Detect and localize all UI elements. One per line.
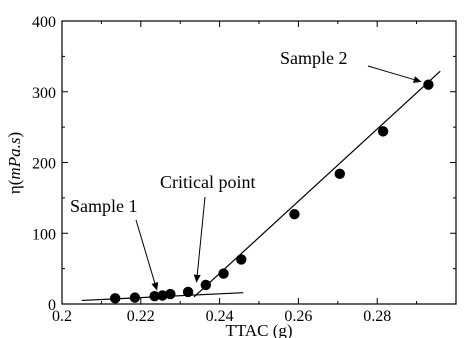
data-points: [109, 79, 434, 304]
data-point: [377, 126, 389, 137]
fit-line-2: [193, 70, 441, 298]
plot-frame: [61, 20, 457, 305]
annotation-sample-2-arrow: [367, 65, 415, 81]
annotation-sample-1-arrowhead: [151, 282, 159, 291]
x-tick-label: 0.24: [206, 308, 234, 325]
data-point: [236, 254, 247, 265]
axis-ticks: [61, 20, 456, 305]
fit-lines: [81, 70, 441, 302]
data-point: [149, 291, 160, 302]
data-point: [334, 168, 345, 180]
y-axis-label: η(mPa.s): [5, 132, 24, 194]
data-point: [165, 288, 176, 300]
y-axis-label-prefix: η(: [5, 179, 24, 194]
annotation-critical-point-arrowhead: [193, 274, 201, 283]
annotations: Sample 1 Critical point Sample 2: [70, 48, 422, 291]
data-point: [109, 293, 121, 304]
data-point: [200, 279, 212, 291]
annotation-sample-1-arrow: [135, 219, 156, 284]
annotation-critical-point: Critical point: [160, 172, 255, 192]
annotation-sample-2-arrowhead: [412, 76, 422, 83]
y-tick-label: 100: [32, 226, 56, 243]
y-axis-label-suffix: ): [5, 132, 24, 138]
data-point: [289, 208, 300, 220]
y-tick-label: 300: [32, 85, 56, 102]
x-tick-labels: 0.2 0.22 0.24 0.26 0.28: [52, 308, 391, 325]
x-tick-label: 0.26: [284, 308, 312, 325]
y-tick-labels: 0 100 200 300 400: [32, 14, 56, 314]
x-tick-label: 0.28: [363, 308, 391, 325]
data-point: [157, 290, 168, 301]
data-point: [182, 286, 194, 298]
annotation-sample-1: Sample 1: [70, 196, 138, 216]
x-tick-label: 0.2: [52, 308, 72, 325]
x-tick-label: 0.22: [127, 308, 155, 325]
data-point: [423, 79, 434, 90]
x-axis-label: TTAC (g): [225, 321, 292, 338]
data-point: [218, 268, 229, 279]
annotation-sample-2: Sample 2: [280, 48, 348, 68]
y-tick-label: 0: [48, 297, 56, 314]
annotation-critical-point-arrow: [196, 196, 206, 275]
y-tick-label: 400: [32, 14, 56, 31]
y-axis-label-unit: mPa.s: [5, 137, 24, 179]
data-point: [129, 292, 141, 303]
y-tick-label: 200: [32, 156, 56, 173]
